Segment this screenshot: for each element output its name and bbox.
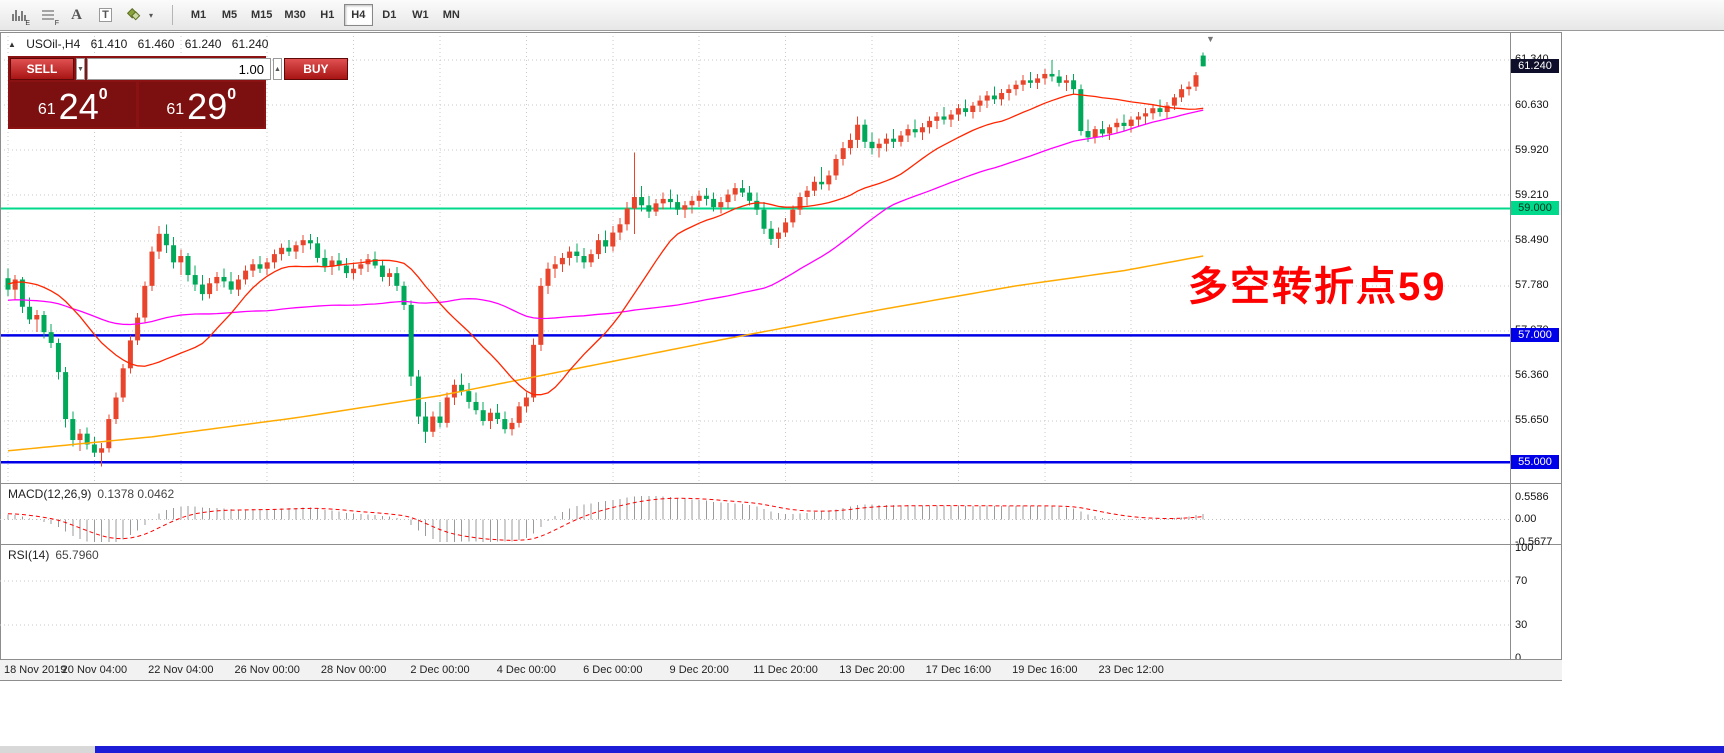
price-tick: 59.210 (1515, 188, 1549, 201)
time-label: 19 Dec 16:00 (1012, 664, 1078, 676)
macd-name: MACD(12,26,9) (8, 487, 92, 501)
price-tick: 56.360 (1515, 369, 1549, 382)
time-label: 2 Dec 00:00 (410, 664, 470, 676)
text-label-tool-icon[interactable]: T (92, 3, 119, 27)
timeframe-m5[interactable]: M5 (215, 4, 244, 26)
rsi-tick: 30 (1515, 618, 1528, 631)
timeframe-m30[interactable]: M30 (279, 4, 310, 26)
price-axis[interactable]: 61.34060.63059.92059.21058.49057.78057.0… (1510, 32, 1564, 664)
buy-button[interactable]: BUY (283, 58, 348, 80)
timeframe-d1[interactable]: D1 (375, 4, 404, 26)
price-tick: 57.780 (1515, 279, 1549, 292)
buy-price-whole: 61 (166, 101, 185, 118)
rsi-tick: 100 (1515, 541, 1534, 554)
time-label: 22 Nov 04:00 (148, 664, 214, 676)
buy-price-fraction: 0 (227, 86, 237, 103)
buy-price-display[interactable]: 61 29 0 (138, 82, 264, 127)
font-tool-label: A (71, 6, 82, 23)
close-value: 61.240 (231, 37, 269, 51)
time-label: 23 Dec 12:00 (1098, 664, 1164, 676)
macd-tick: 0.5586 (1515, 490, 1549, 503)
volume-dropdown-icon[interactable]: ▼ (76, 58, 85, 80)
open-value: 61.410 (90, 37, 128, 51)
rsi-value: 65.7960 (55, 548, 99, 562)
time-label: 13 Dec 20:00 (839, 664, 905, 676)
chart-type-icon[interactable]: E (5, 3, 32, 27)
cycles-tool-icon[interactable]: ▾ (121, 3, 153, 27)
macd-indicator-label: MACD(12,26,9) 0.1378 0.0462 (8, 487, 174, 501)
time-label: 6 Dec 00:00 (583, 664, 643, 676)
dropdown-caret-icon: ▾ (148, 11, 153, 20)
price-tick: 58.490 (1515, 234, 1549, 247)
current-price-badge: 61.240 (1511, 59, 1559, 74)
time-label: 11 Dec 20:00 (753, 664, 818, 676)
rsi-indicator-label: RSI(14) 65.7960 (8, 548, 99, 562)
bottom-blue-bar (95, 746, 1724, 753)
time-label: 26 Nov 00:00 (234, 664, 300, 676)
sell-price-display[interactable]: 61 24 0 (10, 82, 136, 127)
timeframe-h4[interactable]: H4 (343, 4, 373, 26)
timeframe-m15[interactable]: M15 (246, 4, 277, 26)
macd-tick: 0.00 (1515, 513, 1537, 525)
time-label: 28 Nov 00:00 (320, 664, 387, 676)
chart-annotation-text: 多空转折点59 (1188, 265, 1447, 309)
price-tick: 60.630 (1515, 98, 1549, 111)
timeframe-w1[interactable]: W1 (406, 4, 435, 26)
level-price-badge: 55.000 (1511, 455, 1559, 470)
ohlc-header: ▲ USOil-,H4 61.410 61.460 61.240 61.240 (8, 37, 268, 51)
time-label: 9 Dec 20:00 (669, 664, 729, 676)
sell-price-fraction: 0 (98, 86, 108, 103)
time-label: 4 Dec 00:00 (496, 664, 557, 676)
icon-badge-e: E (25, 20, 30, 27)
icon-badge-f: F (54, 20, 59, 27)
text-label-tool-glyph: T (99, 8, 112, 22)
volume-increase-icon[interactable]: ▲ (272, 58, 282, 80)
price-tick: 59.920 (1515, 143, 1549, 156)
buy-price-pips: 29 (187, 86, 228, 127)
level-price-badge: 59.000 (1511, 201, 1559, 216)
high-value: 61.460 (137, 37, 175, 51)
bottom-corner (0, 746, 95, 753)
symbol-label: USOil-,H4 (26, 37, 81, 51)
time-label: 18 Nov 2019 (4, 664, 67, 676)
rsi-tick: 0 (1515, 651, 1522, 664)
toolbar-separator (172, 5, 173, 25)
chart-shift-marker-icon: ▼ (1206, 34, 1215, 44)
low-value: 61.240 (184, 37, 222, 51)
timeframe-m1[interactable]: M1 (184, 4, 213, 26)
price-tick: 55.650 (1515, 414, 1549, 427)
level-price-badge: 57.000 (1511, 328, 1559, 343)
macd-values: 0.1378 0.0462 (97, 487, 175, 501)
sell-price-pips: 24 (58, 86, 99, 127)
timeframe-mn[interactable]: MN (437, 4, 466, 26)
rsi-name: RSI(14) (8, 548, 50, 562)
font-tool-icon[interactable]: A (63, 3, 90, 27)
sell-price-whole: 61 (37, 101, 56, 118)
sell-button[interactable]: SELL (10, 58, 74, 80)
top-toolbar: E F A T ▾ M1 M5 M15 M30 H1 H4 D1 W1 MN (0, 0, 1724, 31)
object-list-icon[interactable]: F (34, 3, 61, 27)
macd-tick: -0.5677 (1515, 535, 1553, 548)
timeframe-h1[interactable]: H1 (313, 4, 342, 26)
time-label: 20 Nov 04:00 (61, 664, 128, 676)
collapse-arrow-icon[interactable]: ▲ (8, 40, 16, 49)
time-axis[interactable]: 18 Nov 2019 20 Nov 04:00 22 Nov 04:00 26 No… (0, 659, 1562, 681)
timeframe-group: M1 M5 M15 M30 H1 H4 D1 W1 MN (183, 4, 467, 26)
volume-input[interactable] (86, 58, 271, 80)
rsi-tick: 70 (1515, 574, 1528, 587)
time-label: 17 Dec 16:00 (925, 664, 992, 676)
chart-canvas[interactable] (0, 0, 1565, 753)
